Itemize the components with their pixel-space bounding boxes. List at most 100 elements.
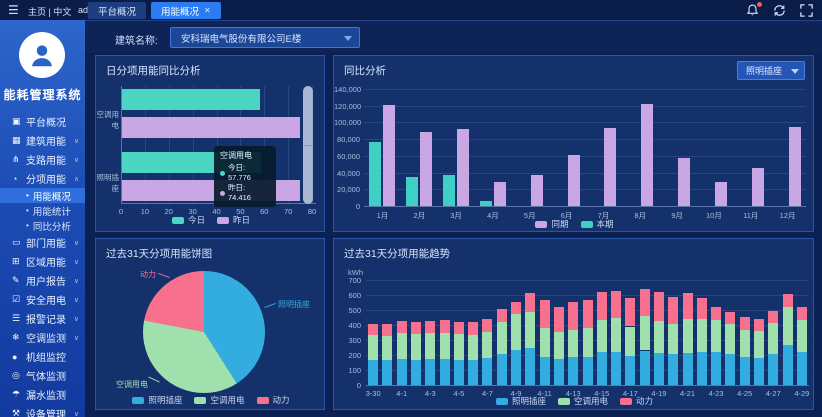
legend-item-动力[interactable]: 动力 bbox=[256, 394, 290, 406]
sidebar-subitem-同比分析[interactable]: • 同比分析 bbox=[0, 218, 85, 233]
stack-动力-4-3 bbox=[425, 320, 436, 334]
stack-照明插座-4-27 bbox=[768, 353, 779, 385]
stack-照明插座-4-24 bbox=[725, 354, 736, 385]
bar-current-3月 bbox=[443, 175, 456, 206]
sidebar-item-用户报告[interactable]: ✎ 用户报告 ∨ bbox=[0, 271, 85, 290]
legend-item-本期[interactable]: 本期 bbox=[580, 218, 614, 230]
sidebar-item-建筑用能[interactable]: ▦ 建筑用能 ∨ bbox=[0, 131, 85, 150]
stack-照明插座-4-10 bbox=[525, 348, 536, 385]
stack-空调用电-4-4 bbox=[439, 332, 450, 359]
x-tick-label: 4-23 bbox=[708, 389, 724, 398]
gridline bbox=[364, 155, 806, 157]
x-tick-label: 0 bbox=[118, 207, 124, 216]
monitor-icon: ▣ bbox=[12, 116, 21, 126]
x-tick-label: 3月 bbox=[450, 211, 462, 220]
sidebar-item-区域用能[interactable]: ⊞ 区域用能 ∨ bbox=[0, 252, 85, 271]
legend-item-同期[interactable]: 同期 bbox=[535, 218, 569, 230]
top-bar-icons bbox=[745, 0, 814, 18]
gridline bbox=[216, 86, 218, 203]
legend-item-照明插座[interactable]: 照明插座 bbox=[132, 394, 182, 406]
sidebar-item-平台概况[interactable]: ▣ 平台概况 bbox=[0, 112, 85, 131]
subitem-select[interactable]: 照明插座 bbox=[737, 61, 805, 80]
stack-空调用电-4-2 bbox=[411, 334, 422, 360]
chevron-down-icon: ∨ bbox=[73, 258, 79, 266]
fullscreen-icon[interactable] bbox=[799, 3, 814, 18]
stack-空调用电-4-8 bbox=[496, 322, 507, 354]
gridline bbox=[364, 189, 806, 191]
tab-1[interactable]: 平台概况 bbox=[88, 2, 147, 19]
stack-动力-4-25 bbox=[739, 316, 750, 330]
sidebar-item-设备管理[interactable]: ⚒ 设备管理 ∨ bbox=[0, 404, 85, 417]
stack-空调用电-4-9 bbox=[511, 314, 522, 350]
panel-title: 同比分析 bbox=[344, 65, 386, 77]
stack-动力-4-28 bbox=[782, 294, 793, 307]
stack-照明插座-4-18 bbox=[639, 350, 650, 385]
building-select[interactable]: 安科瑞电气股份有限公司E楼 bbox=[170, 27, 360, 48]
sidebar-item-气体监测[interactable]: ◎ 气体监测 bbox=[0, 366, 85, 385]
stack-动力-4-11 bbox=[539, 300, 550, 328]
pie-chart[interactable] bbox=[143, 271, 265, 393]
stack-动力-4-6 bbox=[468, 322, 479, 335]
legend-item-照明插座[interactable]: 照明插座 bbox=[495, 395, 546, 407]
close-icon[interactable]: ✕ bbox=[204, 6, 211, 15]
legend-item-今日[interactable]: 今日 bbox=[171, 214, 205, 226]
x-tick-label: 4-25 bbox=[737, 389, 753, 398]
stack-照明插座-4-9 bbox=[511, 349, 522, 385]
tab-2[interactable]: 用能概况 ✕ bbox=[151, 2, 221, 19]
sidebar-item-漏水监测[interactable]: ☂ 漏水监测 bbox=[0, 385, 85, 404]
sidebar-item-支路用能[interactable]: ⋔ 支路用能 ∨ bbox=[0, 150, 85, 169]
sidebar-subitem-用能概况[interactable]: • 用能概况 bbox=[0, 188, 85, 203]
x-tick-label: 4月 bbox=[487, 211, 499, 220]
sidebar-item-机组监控[interactable]: ● 机组监控 bbox=[0, 347, 85, 366]
legend-item-动力[interactable]: 动力 bbox=[620, 395, 653, 407]
x-axis-line bbox=[366, 385, 809, 386]
legend-label: 照明插座 bbox=[148, 395, 183, 405]
x-tick-label: 20 bbox=[164, 207, 173, 216]
x-tick-label: 10 bbox=[140, 207, 150, 216]
legend-item-昨日[interactable]: 昨日 bbox=[217, 214, 250, 226]
sidebar-item-安全用电[interactable]: ☑ 安全用电 ∨ bbox=[0, 290, 85, 309]
chevron-down-icon: ∨ bbox=[73, 410, 79, 417]
legend-item-空调用电[interactable]: 空调用电 bbox=[194, 394, 245, 406]
hamburger-menu-icon[interactable]: ☰ bbox=[8, 3, 19, 17]
panel-title: 过去31天分项用能饼图 bbox=[106, 248, 213, 260]
building-icon: ▦ bbox=[12, 135, 21, 145]
gridline bbox=[144, 86, 146, 203]
x-tick-label: 30 bbox=[188, 207, 197, 216]
sidebar-item-报警记录[interactable]: ☰ 报警记录 ∨ bbox=[0, 309, 85, 328]
stack-照明插座-4-11 bbox=[539, 356, 550, 385]
legend-label: 动力 bbox=[272, 395, 290, 405]
refresh-icon[interactable] bbox=[772, 3, 787, 18]
datazoom-slider[interactable] bbox=[303, 86, 313, 204]
legend-item-空调用电[interactable]: 空调用电 bbox=[557, 395, 608, 407]
sidebar-subitem-用能统计[interactable]: • 用能统计 bbox=[0, 203, 85, 218]
gridline bbox=[240, 86, 242, 203]
sidebar-item-label: 漏水监测 bbox=[26, 391, 66, 402]
stack-照明插座-4-7 bbox=[482, 358, 493, 385]
sidebar-item-分项用能[interactable]: ◔ 分项用能 ∧ bbox=[0, 169, 85, 188]
sidebar-item-部门用能[interactable]: ▭ 部门用能 ∨ bbox=[0, 233, 85, 252]
stack-动力-4-20 bbox=[668, 296, 679, 325]
bell-icon[interactable] bbox=[745, 0, 763, 18]
x-tick-label: 4-27 bbox=[765, 389, 781, 398]
stack-动力-4-18 bbox=[639, 289, 650, 317]
legend-label: 空调用电 bbox=[210, 395, 245, 405]
panel-daily-yoy-bar-chart: 日分项用能同比分析 空调用电 今日: 57.776 昨日: 74.416 0 10 2… bbox=[95, 55, 325, 232]
stack-空调用电-4-26 bbox=[753, 331, 764, 358]
chevron-down-icon: ∨ bbox=[73, 239, 79, 247]
chart-legend: 同期 本期 bbox=[334, 218, 815, 230]
bar-current-1月 bbox=[369, 141, 382, 206]
sidebar: 能耗管理系统 ▣ 平台概况 ▦ 建筑用能 ∨ ⋔ 支路用能 ∨ ◔ 分项用能 ∧ • 用能概况 • 用能统计… bbox=[0, 20, 85, 417]
gridline bbox=[288, 86, 290, 203]
sidebar-item-空调监测[interactable]: ❄ 空调监测 ∨ bbox=[0, 328, 85, 347]
stack-动力-4-1 bbox=[396, 321, 407, 334]
building-select-value: 安科瑞电气股份有限公司E楼 bbox=[181, 33, 302, 45]
home-language-links[interactable]: 主页 | 中文 bbox=[28, 7, 72, 17]
stack-动力-4-21 bbox=[682, 293, 693, 319]
x-tick-label: 3-30 bbox=[365, 389, 381, 398]
stack-动力-4-2 bbox=[411, 322, 422, 334]
stack-空调用电-4-15 bbox=[596, 319, 607, 352]
sidebar-item-label: 建筑用能 bbox=[26, 137, 66, 148]
avatar[interactable] bbox=[19, 32, 65, 78]
series-dot-icon bbox=[220, 190, 225, 196]
